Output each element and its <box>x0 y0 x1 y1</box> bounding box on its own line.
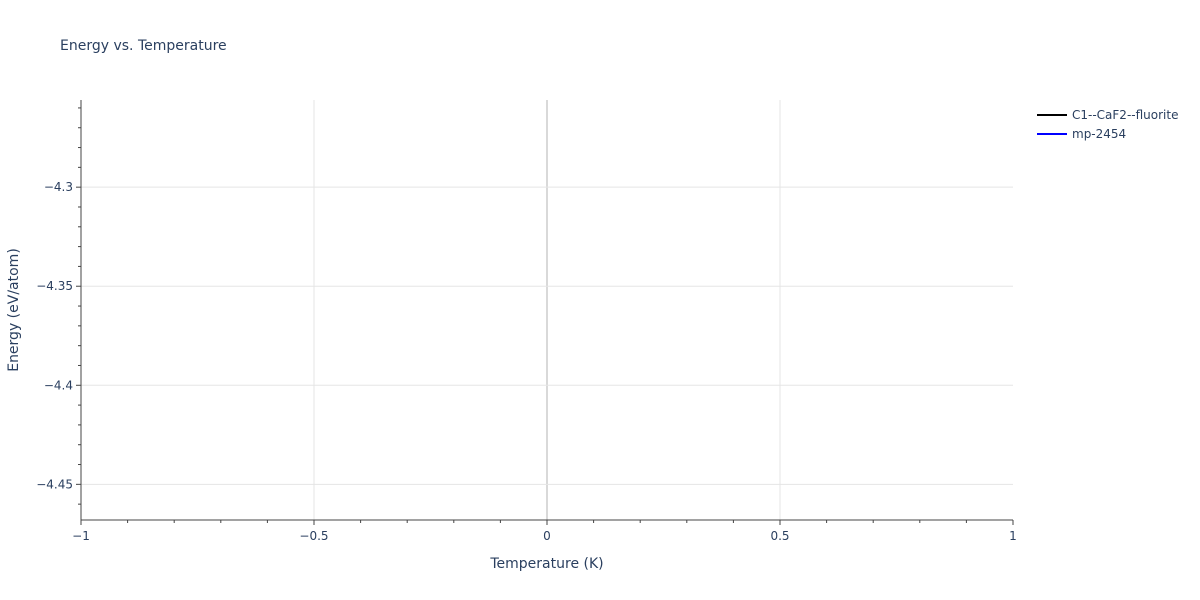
x-tick-label: −1 <box>72 529 90 543</box>
y-tick-label: −4.4 <box>44 378 73 392</box>
y-tick-label: −4.45 <box>36 477 73 491</box>
grid <box>81 100 1013 520</box>
legend-label: mp-2454 <box>1072 127 1126 141</box>
axes: −1 −0.5 0 0.5 1 −4.3 −4.35 −4.4 −4.45 <box>36 100 1017 543</box>
y-tick-label: −4.35 <box>36 279 73 293</box>
x-tick-label: 1 <box>1009 529 1017 543</box>
y-tick-label: −4.3 <box>44 180 73 194</box>
x-axis-label: Temperature (K) <box>489 556 603 572</box>
legend-label: C1--CaF2--fluorite <box>1072 108 1178 122</box>
x-tick-label: 0 <box>543 529 551 543</box>
x-tick-label: 0.5 <box>770 529 789 543</box>
x-tick-label: −0.5 <box>299 529 328 543</box>
y-axis-label: Energy (eV/atom) <box>6 248 22 372</box>
legend: C1--CaF2--fluorite mp-2454 <box>1037 108 1178 141</box>
chart-title: Energy vs. Temperature <box>60 38 227 54</box>
